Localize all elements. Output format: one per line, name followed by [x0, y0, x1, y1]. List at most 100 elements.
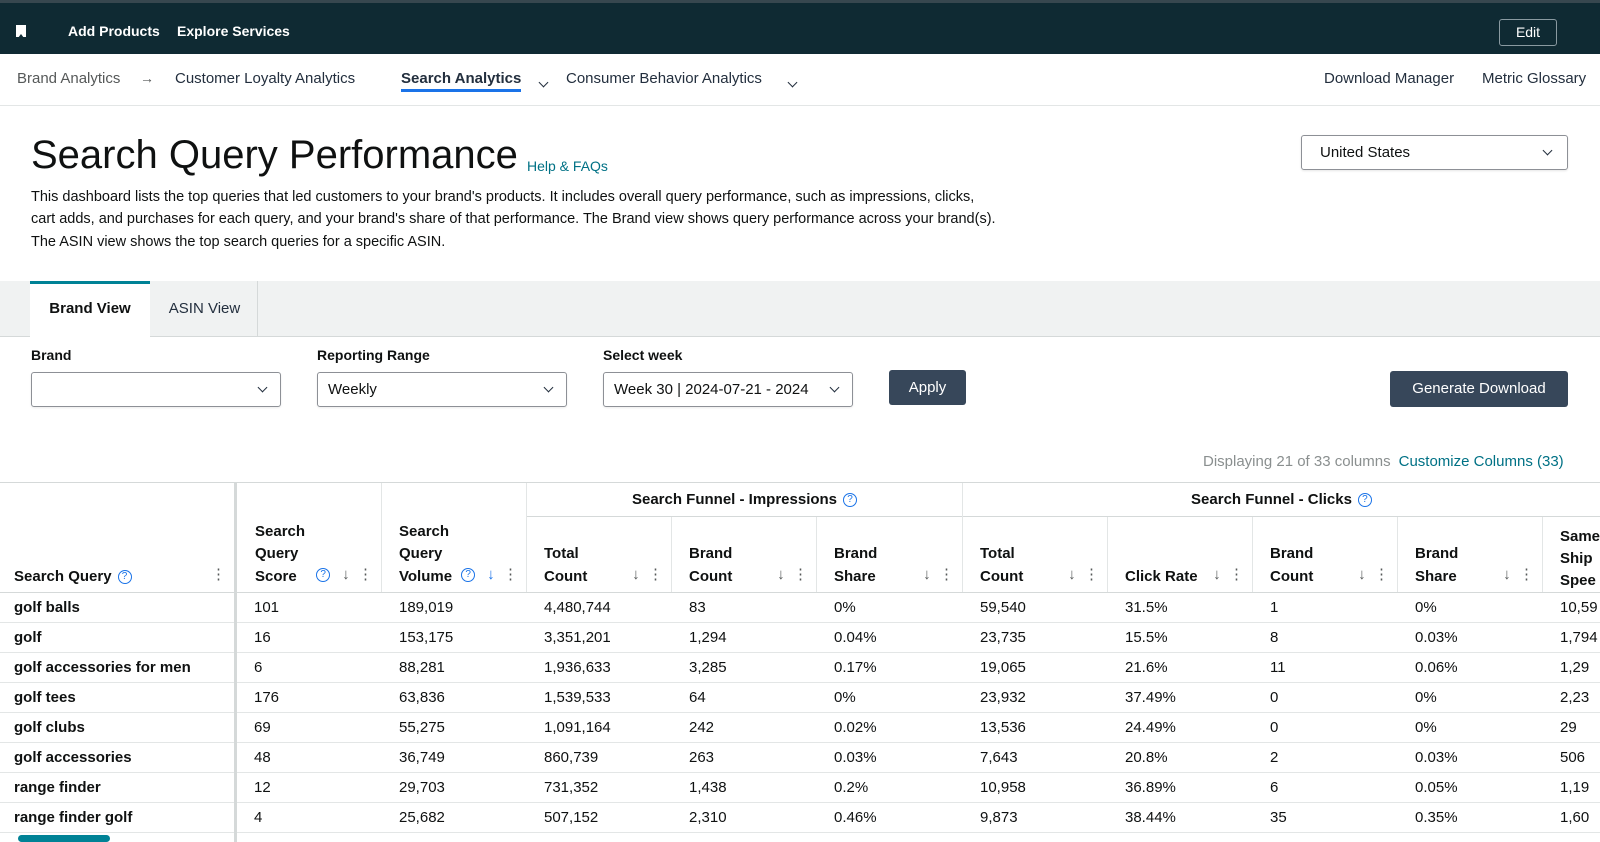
horizontal-scrollbar[interactable]: [18, 835, 110, 842]
sort-icon[interactable]: ↓ ⋮: [1358, 565, 1389, 583]
cell-click-rate: 20.8%: [1125, 749, 1168, 766]
explore-services-link[interactable]: Explore Services: [177, 23, 290, 39]
table-row[interactable]: golf balls 101 189,019 4,480,744 83 0% 59,540 3…: [0, 593, 1600, 623]
customize-columns-link[interactable]: Customize Columns (33): [1398, 453, 1564, 470]
generate-download-button[interactable]: Generate Download: [1390, 371, 1568, 407]
chevron-down-icon: [257, 382, 268, 393]
header-clk-total-count[interactable]: Total Count ↓ ⋮: [962, 517, 1107, 592]
cell-same-day: 1,29: [1560, 659, 1590, 676]
select-week-value: Week 30 | 2024-07-21 - 2024: [614, 381, 809, 398]
table-row[interactable]: golf accessories for men 6 88,281 1,936,633…: [0, 653, 1600, 683]
cell-query[interactable]: golf tees: [14, 689, 76, 706]
chevron-down-icon[interactable]: [538, 77, 549, 88]
cell-same-day: 506: [1560, 749, 1586, 766]
sort-icon[interactable]: ↓ ⋮: [1503, 565, 1534, 583]
columns-info: Displaying 21 of 33 columns Customize Col…: [1203, 453, 1564, 470]
metric-glossary-link[interactable]: Metric Glossary: [1482, 70, 1587, 87]
cell-clk-brand-share: 0.05%: [1415, 779, 1458, 796]
cell-same-day: 1,60: [1560, 809, 1590, 826]
cell-imp-brand-share: 0.2%: [834, 779, 869, 796]
header-imp-brand-count-label: Brand Count: [689, 545, 733, 585]
add-products-link[interactable]: Add Products: [68, 23, 160, 39]
sort-icon[interactable]: ↓ ⋮: [923, 565, 954, 583]
group-impressions-label: Search Funnel - Impressions: [631, 491, 838, 508]
table-row[interactable]: golf 16 153,175 3,351,201 1,294 0.04% 23,735 15…: [0, 623, 1600, 653]
cell-clk-brand-count: 35: [1270, 809, 1287, 826]
nav-search-analytics[interactable]: Search Analytics: [401, 70, 522, 92]
header-click-rate[interactable]: Click Rate ↓ ⋮: [1107, 517, 1252, 592]
cell-clk-brand-share: 0%: [1415, 599, 1437, 616]
header-score-label: Search Query Score: [255, 522, 306, 585]
sort-icon[interactable]: ↓ ⋮: [777, 565, 808, 583]
header-search-query-volume[interactable]: Search Query Volume ? ↓ ⋮: [381, 483, 526, 592]
bookmark-icon[interactable]: [16, 25, 26, 38]
cell-imp-brand-count: 3,285: [689, 659, 727, 676]
download-manager-link[interactable]: Download Manager: [1324, 70, 1455, 87]
header-imp-total-count[interactable]: Total Count ↓ ⋮: [526, 517, 671, 592]
table-row[interactable]: range finder golf 4 25,682 507,152 2,310 0.46…: [0, 803, 1600, 833]
cell-imp-brand-share: 0.02%: [834, 719, 877, 736]
nav-customer-loyalty[interactable]: Customer Loyalty Analytics: [175, 70, 356, 87]
help-icon[interactable]: ?: [117, 569, 132, 584]
cell-click-rate: 24.49%: [1125, 719, 1176, 736]
cell-imp-brand-share: 0%: [834, 689, 856, 706]
cell-imp-total: 4,480,744: [544, 599, 611, 616]
header-imp-brand-count[interactable]: Brand Count ↓ ⋮: [671, 517, 816, 592]
brand-select[interactable]: [31, 372, 281, 407]
cell-query[interactable]: range finder golf: [14, 809, 133, 826]
cell-volume: 55,275: [399, 719, 445, 736]
header-imp-brand-share[interactable]: Brand Share ↓ ⋮: [816, 517, 962, 592]
sort-icon[interactable]: ↓ ⋮: [1213, 565, 1244, 583]
table-row[interactable]: golf clubs 69 55,275 1,091,164 242 0.02% 13,53…: [0, 713, 1600, 743]
cell-query[interactable]: golf accessories for men: [14, 659, 191, 676]
top-bar: Add Products Explore Services Edit: [0, 0, 1600, 54]
header-search-query-score[interactable]: Search Query Score ? ↓ ⋮: [237, 483, 381, 592]
cell-clk-brand-count: 0: [1270, 719, 1279, 736]
sort-icon[interactable]: ↓ ⋮: [632, 565, 663, 583]
cell-clk-total: 19,065: [980, 659, 1026, 676]
tab-asin-view[interactable]: ASIN View: [152, 281, 258, 337]
select-week-select[interactable]: Week 30 | 2024-07-21 - 2024: [603, 372, 853, 407]
apply-button[interactable]: Apply: [889, 370, 966, 405]
header-imp-total-label: Total Count: [544, 545, 588, 585]
header-clk-brand-count[interactable]: Brand Count ↓ ⋮: [1252, 517, 1397, 592]
nav-consumer-behavior[interactable]: Consumer Behavior Analytics: [566, 70, 762, 87]
cell-query[interactable]: golf accessories: [14, 749, 132, 766]
sort-icon[interactable]: ↓ ⋮: [1068, 565, 1099, 583]
cell-imp-total: 1,936,633: [544, 659, 611, 676]
volume-controls[interactable]: ? ↓ ⋮: [455, 564, 518, 587]
cell-imp-brand-count: 2,310: [689, 809, 727, 826]
cell-query[interactable]: golf clubs: [14, 719, 85, 736]
reporting-range-select[interactable]: Weekly: [317, 372, 567, 407]
cell-query[interactable]: golf: [14, 629, 42, 646]
header-same-day-ship[interactable]: Same Ship Spee: [1542, 517, 1600, 592]
header-search-query[interactable]: Search Query? ⋮: [0, 483, 234, 592]
reporting-range-value: Weekly: [328, 381, 377, 398]
cell-score: 176: [254, 689, 280, 706]
frozen-column-divider[interactable]: [234, 483, 237, 842]
breadcrumb[interactable]: Brand Analytics: [17, 70, 121, 87]
edit-button[interactable]: Edit: [1499, 19, 1557, 46]
cell-imp-brand-count: 263: [689, 749, 715, 766]
query-table: Search Funnel - Impressions? Search Funn…: [0, 482, 1600, 842]
cell-imp-brand-count: 1,294: [689, 629, 727, 646]
table-row[interactable]: range finder 12 29,703 731,352 1,438 0.2% 10,9…: [0, 773, 1600, 803]
cell-query[interactable]: golf balls: [14, 599, 80, 616]
header-clk-total-label: Total Count: [980, 545, 1024, 585]
chevron-down-icon[interactable]: [787, 77, 798, 88]
help-icon[interactable]: ?: [843, 493, 858, 508]
header-clk-brand-share[interactable]: Brand Share ↓ ⋮: [1397, 517, 1542, 592]
country-select[interactable]: United States: [1301, 135, 1568, 170]
cell-query[interactable]: range finder: [14, 779, 101, 796]
help-faqs-link[interactable]: Help & FAQs: [527, 158, 608, 174]
help-icon[interactable]: ?: [1357, 493, 1372, 508]
score-controls[interactable]: ? ↓ ⋮: [310, 564, 373, 587]
header-click-rate-label: Click Rate: [1125, 567, 1198, 585]
cell-click-rate: 21.6%: [1125, 659, 1168, 676]
tab-brand-view[interactable]: Brand View: [30, 281, 150, 337]
table-row[interactable]: golf accessories 48 36,749 860,739 263 0.03% 7…: [0, 743, 1600, 773]
table-row[interactable]: golf tees 176 63,836 1,539,533 64 0% 23,932 37.…: [0, 683, 1600, 713]
column-menu-icon[interactable]: ⋮: [211, 565, 226, 583]
cell-same-day: 29: [1560, 719, 1577, 736]
group-clicks-label: Search Funnel - Clicks: [1191, 491, 1352, 508]
